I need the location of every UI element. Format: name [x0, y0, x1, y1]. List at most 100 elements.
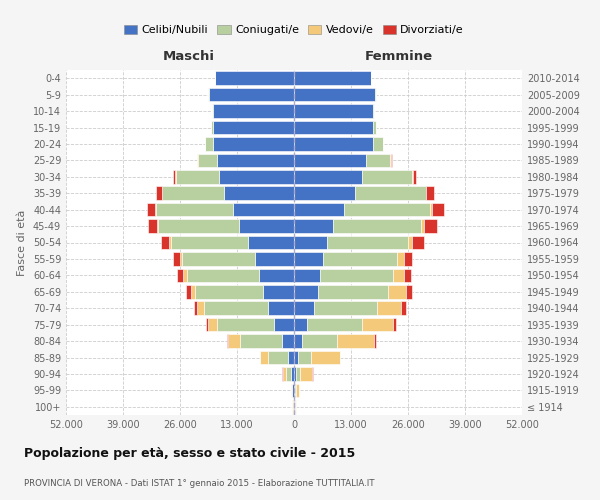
Bar: [220, 170, 294, 183]
Bar: [157, 220, 158, 233]
Bar: [296, 384, 299, 397]
Bar: [254, 252, 294, 266]
Bar: [211, 121, 213, 134]
Bar: [294, 154, 367, 167]
Bar: [294, 203, 344, 216]
Bar: [362, 170, 412, 183]
Bar: [425, 186, 427, 200]
Bar: [217, 318, 274, 332]
Bar: [208, 318, 217, 332]
Bar: [375, 88, 376, 102]
Bar: [302, 334, 337, 348]
Bar: [294, 137, 373, 150]
Bar: [373, 121, 376, 134]
Bar: [392, 318, 396, 332]
Y-axis label: Anni di nascita: Anni di nascita: [599, 201, 600, 284]
Bar: [397, 252, 404, 266]
Bar: [401, 302, 406, 315]
Bar: [413, 170, 416, 183]
Bar: [286, 367, 291, 380]
Bar: [307, 318, 362, 332]
Bar: [248, 236, 294, 249]
Bar: [205, 137, 213, 150]
Bar: [197, 154, 217, 167]
Bar: [227, 334, 228, 348]
Bar: [392, 268, 404, 282]
Bar: [204, 302, 268, 315]
Bar: [298, 351, 311, 364]
Bar: [293, 400, 294, 413]
Bar: [268, 351, 288, 364]
Bar: [431, 203, 443, 216]
Bar: [294, 268, 320, 282]
Text: Maschi: Maschi: [163, 50, 215, 63]
Bar: [294, 170, 362, 183]
Bar: [294, 384, 295, 397]
Bar: [323, 252, 397, 266]
Bar: [155, 203, 156, 216]
Bar: [320, 268, 392, 282]
Bar: [344, 203, 430, 216]
Bar: [408, 236, 412, 249]
Bar: [148, 220, 157, 233]
Bar: [239, 220, 294, 233]
Bar: [404, 268, 410, 282]
Bar: [228, 334, 240, 348]
Bar: [156, 186, 162, 200]
Bar: [179, 252, 182, 266]
Bar: [173, 170, 175, 183]
Bar: [294, 334, 302, 348]
Text: PROVINCIA DI VERONA - Dati ISTAT 1° gennaio 2015 - Elaborazione TUTTITALIA.IT: PROVINCIA DI VERONA - Dati ISTAT 1° genn…: [24, 479, 374, 488]
Bar: [362, 318, 392, 332]
Bar: [294, 302, 314, 315]
Bar: [183, 268, 187, 282]
Bar: [163, 186, 224, 200]
Bar: [314, 302, 377, 315]
Bar: [162, 186, 163, 200]
Bar: [215, 72, 294, 85]
Bar: [294, 88, 375, 102]
Bar: [259, 268, 294, 282]
Bar: [274, 318, 294, 332]
Bar: [294, 351, 298, 364]
Bar: [355, 186, 425, 200]
Bar: [294, 252, 323, 266]
Bar: [206, 318, 208, 332]
Bar: [391, 154, 392, 167]
Bar: [294, 367, 296, 380]
Bar: [197, 302, 204, 315]
Bar: [173, 252, 179, 266]
Bar: [373, 137, 383, 150]
Bar: [334, 220, 421, 233]
Bar: [427, 186, 434, 200]
Bar: [294, 400, 295, 413]
Y-axis label: Fasce di età: Fasce di età: [17, 210, 27, 276]
Bar: [294, 104, 373, 118]
Bar: [176, 170, 220, 183]
Bar: [300, 367, 313, 380]
Bar: [294, 220, 334, 233]
Bar: [158, 220, 239, 233]
Bar: [388, 285, 406, 298]
Bar: [178, 268, 183, 282]
Bar: [377, 302, 401, 315]
Bar: [367, 154, 391, 167]
Bar: [146, 203, 155, 216]
Bar: [194, 302, 197, 315]
Bar: [288, 351, 294, 364]
Bar: [327, 236, 408, 249]
Bar: [291, 384, 292, 397]
Bar: [213, 104, 294, 118]
Bar: [294, 186, 355, 200]
Bar: [217, 154, 294, 167]
Bar: [294, 236, 327, 249]
Bar: [294, 318, 307, 332]
Bar: [291, 367, 294, 380]
Bar: [268, 302, 294, 315]
Bar: [374, 334, 376, 348]
Bar: [337, 334, 374, 348]
Bar: [424, 220, 437, 233]
Bar: [209, 88, 294, 102]
Bar: [260, 351, 268, 364]
Bar: [294, 121, 373, 134]
